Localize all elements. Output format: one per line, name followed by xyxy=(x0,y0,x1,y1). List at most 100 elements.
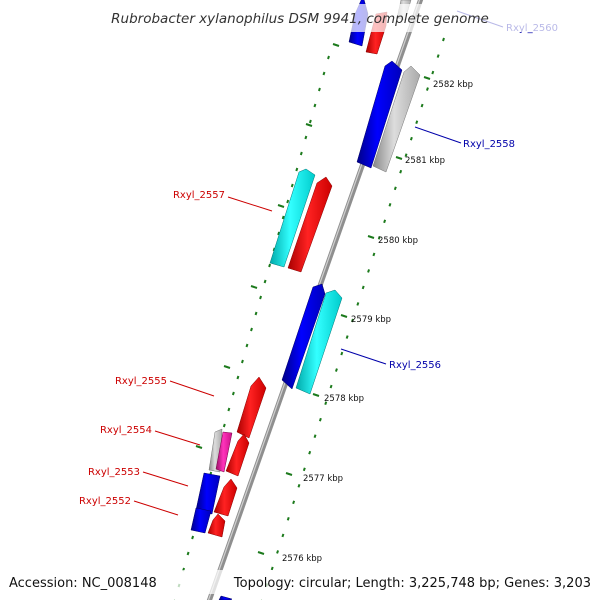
tick-dot xyxy=(425,87,429,91)
gene-label[interactable]: Rxyl_2558 xyxy=(463,139,515,150)
leader-rxyl-2554 xyxy=(154,430,201,446)
leader-rxyl-2552 xyxy=(133,500,179,516)
gene-rxyl-2554-red[interactable] xyxy=(225,433,250,477)
gene-rxyl-2556[interactable] xyxy=(295,289,343,395)
gene-label[interactable]: Rxyl_2557 xyxy=(173,190,225,201)
tick-dot xyxy=(222,423,226,428)
gene-label[interactable]: Rxyl_2553 xyxy=(88,467,140,478)
left-tick-marks xyxy=(195,43,340,449)
tick-dot xyxy=(431,70,435,75)
tick-dot xyxy=(259,295,263,300)
tick-dotted-lines xyxy=(173,37,445,600)
tick-label: 2582 kbp xyxy=(433,80,473,90)
tick-mark xyxy=(367,235,375,239)
tick-marks: 2582 kbp 2581 kbp 2580 kbp 2579 kbp 2578… xyxy=(257,76,473,564)
tick-dot xyxy=(329,384,333,389)
gene-rxyl-2557[interactable] xyxy=(287,176,333,273)
tick-mark xyxy=(223,365,231,369)
gene-label[interactable]: Rxyl_2552 xyxy=(79,496,131,507)
tick-dot xyxy=(318,417,322,422)
map-title: Rubrobacter xylanophilus DSM 9941, compl… xyxy=(111,11,489,27)
gene-rxyl-2555[interactable] xyxy=(236,376,267,439)
gene-label[interactable]: Rxyl_2555 xyxy=(115,376,167,387)
gene-rxyl-2557-cyan[interactable] xyxy=(269,168,316,268)
leader-rxyl-2556 xyxy=(340,348,387,365)
tick-dot xyxy=(263,279,267,284)
gene-rxyl-2556-blue[interactable] xyxy=(281,283,326,390)
tick-dot xyxy=(236,375,240,380)
tick-dot xyxy=(340,351,344,356)
tick-dot xyxy=(313,103,317,108)
tick-dot xyxy=(383,219,387,224)
gene-rxyl-2554[interactable] xyxy=(215,431,233,473)
gene-label[interactable]: Rxyl_2554 xyxy=(100,425,152,436)
tick-dot xyxy=(302,467,306,472)
tick-mark xyxy=(340,314,348,318)
tick-dot xyxy=(356,302,360,306)
gene-rxyl-2552-blue[interactable] xyxy=(190,507,212,534)
topology-text: Topology: circular; Length: 3,225,748 bp… xyxy=(233,576,591,591)
gene-rxyl-2553[interactable] xyxy=(213,478,238,517)
gene-features xyxy=(190,0,421,600)
tick-dot xyxy=(290,183,294,188)
gene-rxyl-2551[interactable] xyxy=(218,595,233,600)
tick-dot xyxy=(270,566,274,571)
gene-labels: Rxyl_2560 Rxyl_2558 Rxyl_2557 Rxyl_2556 … xyxy=(79,23,558,507)
tick-dot xyxy=(388,202,392,207)
tick-dot xyxy=(295,167,299,172)
tick-dot xyxy=(436,54,440,58)
tick-label: 2578 kbp xyxy=(324,394,364,404)
tick-mark xyxy=(195,445,203,449)
accession-text: Accession: NC_008148 xyxy=(9,576,157,591)
tick-dot xyxy=(276,550,280,554)
tick-dot xyxy=(415,120,419,124)
tick-label: 2579 kbp xyxy=(351,315,391,325)
tick-dot xyxy=(268,263,272,268)
tick-dot xyxy=(286,199,290,204)
gene-rxyl-2559[interactable] xyxy=(356,60,403,169)
leader-rxyl-2555 xyxy=(169,380,215,397)
tick-dot xyxy=(367,269,371,273)
tick-mark xyxy=(305,123,313,127)
tick-dot xyxy=(345,335,349,339)
tick-label: 2581 kbp xyxy=(405,156,445,166)
tick-mark xyxy=(423,76,431,80)
tick-dot xyxy=(286,517,290,521)
tick-mark xyxy=(277,204,285,208)
leader-rxyl-2558 xyxy=(414,126,462,144)
tick-dot xyxy=(442,37,445,42)
tick-dot xyxy=(409,136,413,141)
tick-dot xyxy=(324,401,328,405)
tick-mark xyxy=(285,472,293,476)
tick-dot xyxy=(299,151,303,156)
footer-backdrop xyxy=(0,570,600,594)
tick-dot xyxy=(399,169,403,174)
title-backdrop xyxy=(0,4,600,32)
tick-mark xyxy=(332,43,340,47)
tick-dot xyxy=(227,407,231,412)
tick-dot xyxy=(377,236,381,240)
tick-dot xyxy=(327,55,330,60)
tick-dot xyxy=(304,135,308,140)
tick-dot xyxy=(372,252,376,257)
tick-dot xyxy=(254,311,258,316)
tick-dot xyxy=(231,391,235,396)
tick-label: 2580 kbp xyxy=(378,236,418,246)
tick-dot xyxy=(191,535,195,540)
gene-rxyl-2552[interactable] xyxy=(207,513,226,538)
gene-label[interactable]: Rxyl_2556 xyxy=(389,360,441,371)
tick-dot xyxy=(186,551,190,556)
tick-dot xyxy=(240,359,244,364)
tick-dot xyxy=(393,186,397,191)
tick-mark xyxy=(250,285,258,289)
tick-dot xyxy=(334,368,338,372)
tick-label: 2577 kbp xyxy=(303,474,343,484)
gene-rxyl-2558[interactable] xyxy=(372,65,421,173)
tick-dot xyxy=(317,87,321,92)
tick-dot xyxy=(313,434,317,439)
tick-mark xyxy=(395,156,403,160)
tick-dot xyxy=(404,153,408,158)
tick-mark xyxy=(312,393,320,397)
tick-dot xyxy=(308,450,312,455)
